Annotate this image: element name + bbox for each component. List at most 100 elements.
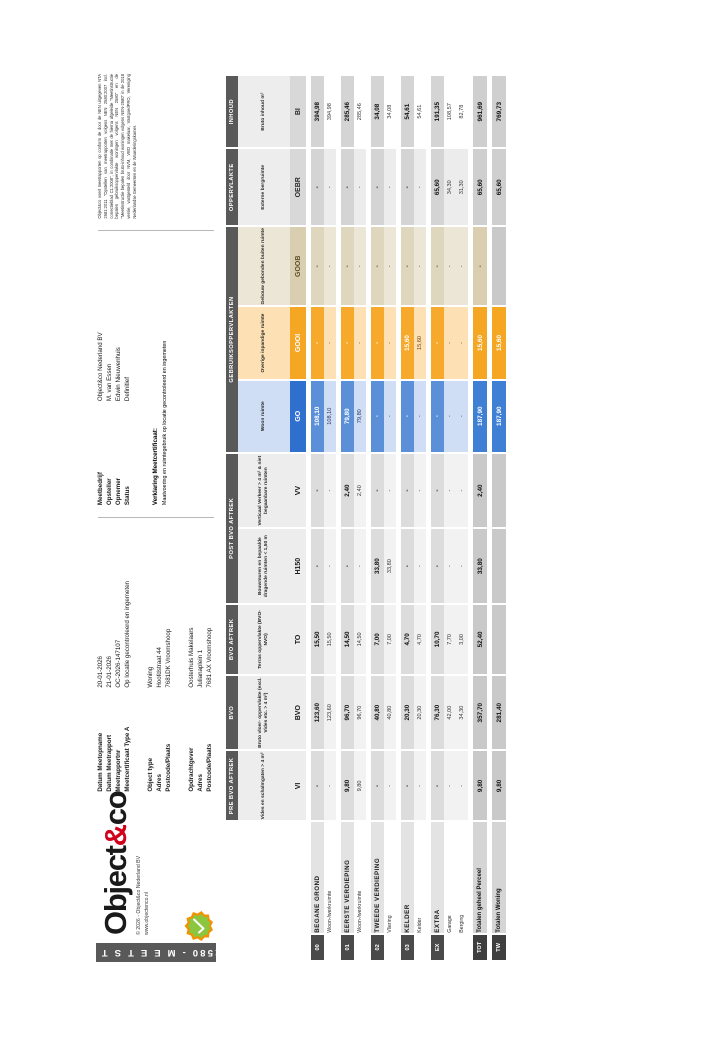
- row-value-cell: 42,00: [444, 675, 456, 750]
- description-vi: Vides en schalmgaten > 4 m²: [238, 751, 290, 821]
- section-total-cell: -: [431, 453, 444, 528]
- row-value-cell: -: [414, 453, 426, 528]
- description-oebr: Externe bergruimte: [238, 149, 290, 226]
- grand-total-cell: 187,90: [473, 380, 487, 452]
- section-header-row: 02 TWEEDE VERDIEPING -40,80 7,00 33,80- - - - -3…: [371, 76, 384, 960]
- table-row: Garage -42,00 7,70- - - - -34,30 108,57: [444, 76, 456, 960]
- code-h150: H150: [290, 529, 306, 603]
- row-label: Woon-/werkruimte: [327, 890, 333, 933]
- table-row: Kelder -20,30 4,70- - -15,60- -54,61: [414, 76, 426, 960]
- section-total-cell: 4,70: [401, 604, 414, 674]
- row-value-cell: 33,80: [384, 529, 396, 603]
- meta-spacer: [175, 518, 187, 792]
- row-gutter: [414, 935, 426, 960]
- section-header-row: EX EXTRA -76,30 10,70- - - - -65,60 191,35: [431, 76, 444, 960]
- meta-company-values: Object&co Nederland BV M. van Essen Edwi…: [96, 231, 132, 401]
- grand-total-cell: 65,60: [473, 149, 487, 226]
- meta-company-block: Meetbedrijf Opsteller Opnemer Status Obj…: [96, 231, 132, 505]
- code-oebr: OEBR: [290, 149, 306, 226]
- section-total-cell: 191,35: [431, 76, 444, 148]
- meta-object-values: Woning Hoofdstraat 44 7681DK Vroomshoop: [146, 518, 173, 688]
- table-row: Woon-/werkruimte -123,60 15,50- -108,10- - -3…: [324, 76, 336, 960]
- grand-total-label: Totalen Woning: [492, 822, 506, 933]
- grand-total-cell: 52,40: [473, 604, 487, 674]
- meta-spacer: [134, 231, 152, 505]
- section-total-cell: 54,61: [401, 76, 414, 148]
- group-header-oppervlakte: OPPERVLAKTE: [226, 149, 238, 226]
- grand-total-cell: 9,80: [492, 751, 506, 821]
- section-total-cell: -: [311, 751, 324, 821]
- description-go: Woon ruimte: [238, 380, 290, 452]
- section-number: EX: [431, 934, 444, 960]
- description-bi: Bruto inhoud m³: [238, 76, 290, 148]
- section-total-cell: 40,80: [371, 675, 384, 750]
- section-name: BEGANE GROND: [311, 822, 324, 933]
- table-row: Woon-/werkruimte 9,80 96,70 14,50-2,40 79,80…: [354, 76, 366, 960]
- meta-report-values: 20-01-2026 21-01-2026 OC-2026-147107 Op …: [96, 518, 132, 688]
- grand-total-cell: [492, 604, 506, 674]
- row-value-cell: 34,30: [456, 675, 468, 750]
- row-value-cell: -: [414, 380, 426, 452]
- row-value-cell: -: [324, 149, 336, 226]
- meta-label: Adres: [156, 774, 163, 792]
- section-total-cell: -: [311, 529, 324, 603]
- row-value-cell: -: [456, 227, 468, 306]
- brand-column: Object&co © 2026 - Object&co Nederland B…: [96, 792, 216, 943]
- row-value-cell: 34,08: [384, 76, 396, 148]
- row-value-cell: -: [456, 529, 468, 603]
- section-number: 02: [371, 934, 384, 960]
- meta-right-column: Meetbedrijf Opsteller Opnemer Status Obj…: [96, 231, 216, 505]
- section-total-cell: -: [431, 529, 444, 603]
- meta-value: Hoofdstraat 44: [156, 647, 163, 688]
- code-go: GO: [290, 380, 306, 452]
- section-total-cell: 394,98: [311, 76, 324, 148]
- section-total-cell: -: [341, 307, 354, 379]
- row-value-cell: 123,60: [324, 675, 336, 750]
- description-vv: Verticaal Verkeer > 4 m² & niet begaanba…: [238, 453, 290, 528]
- section-total-cell: -: [371, 149, 384, 226]
- code-bvo: BVO: [290, 675, 306, 750]
- row-value-cell: -: [354, 529, 366, 603]
- meta-label: Postcode/Plaats: [206, 743, 213, 792]
- row-value-cell: 108,57: [444, 76, 456, 148]
- row-value-cell: -: [384, 380, 396, 452]
- section-total-cell: -: [341, 149, 354, 226]
- section-header-row: 00 BEGANE GROND -123,60 15,50- -108,10- - -394…: [311, 76, 324, 960]
- section-total-cell: 108,10: [311, 380, 324, 452]
- meetstaat-table: PRE BVO AFTREK BVO BVO AFTREK POST BVO A…: [226, 74, 506, 962]
- row-value-cell: -: [324, 453, 336, 528]
- table-row: Berging -34,30 3,00- - - - -31,30 82,78: [456, 76, 468, 960]
- section-total-cell: 79,80: [341, 380, 354, 452]
- row-label: Vliering: [387, 915, 393, 933]
- row-gutter: [456, 935, 468, 960]
- table-row: Vliering -40,80 7,00 33,80- - - - -34,08: [384, 76, 396, 960]
- grand-total-cell: 15,60: [473, 307, 487, 379]
- group-header-blank: [226, 822, 238, 960]
- row-value-cell: -: [444, 529, 456, 603]
- section-total-cell: -: [371, 453, 384, 528]
- row-value-cell: 79,80: [354, 380, 366, 452]
- group-header-bvo: BVO: [226, 675, 238, 750]
- section-total-cell: 2,40: [341, 453, 354, 528]
- grand-total-cell: [492, 529, 506, 603]
- row-value-cell: -: [444, 227, 456, 306]
- grand-total-cell: 9,80: [473, 751, 487, 821]
- code-blank: [290, 822, 306, 960]
- section-total-cell: -: [401, 453, 414, 528]
- section-total-cell: 9,80: [341, 751, 354, 821]
- meta-label: Opdrachtgever: [188, 747, 195, 792]
- section-total-cell: 34,08: [371, 76, 384, 148]
- code-bi: BI: [290, 76, 306, 148]
- meta-label: Datum Meetopname: [97, 732, 104, 792]
- row-value-cell: -: [384, 149, 396, 226]
- grand-total-cell: 357,70: [473, 675, 487, 750]
- row-value-cell: 34,30: [444, 149, 456, 226]
- description-goob: Gebouw gebonden buiten ruimte: [238, 227, 290, 306]
- meta-report-labels: Datum Meetopname Datum Meetrapport Meetr…: [96, 688, 132, 792]
- grand-total-row: TOT Totalen geheel Perceel 9,80 357,70 52,40…: [473, 76, 487, 960]
- website-link[interactable]: www.objectenco.nl: [143, 892, 150, 935]
- row-value-cell: -: [414, 227, 426, 306]
- copyright-line: © 2026 - Object&co Nederland BV www.obje…: [136, 792, 151, 935]
- section-total-cell: 10,70: [431, 604, 444, 674]
- section-total-cell: -: [401, 529, 414, 603]
